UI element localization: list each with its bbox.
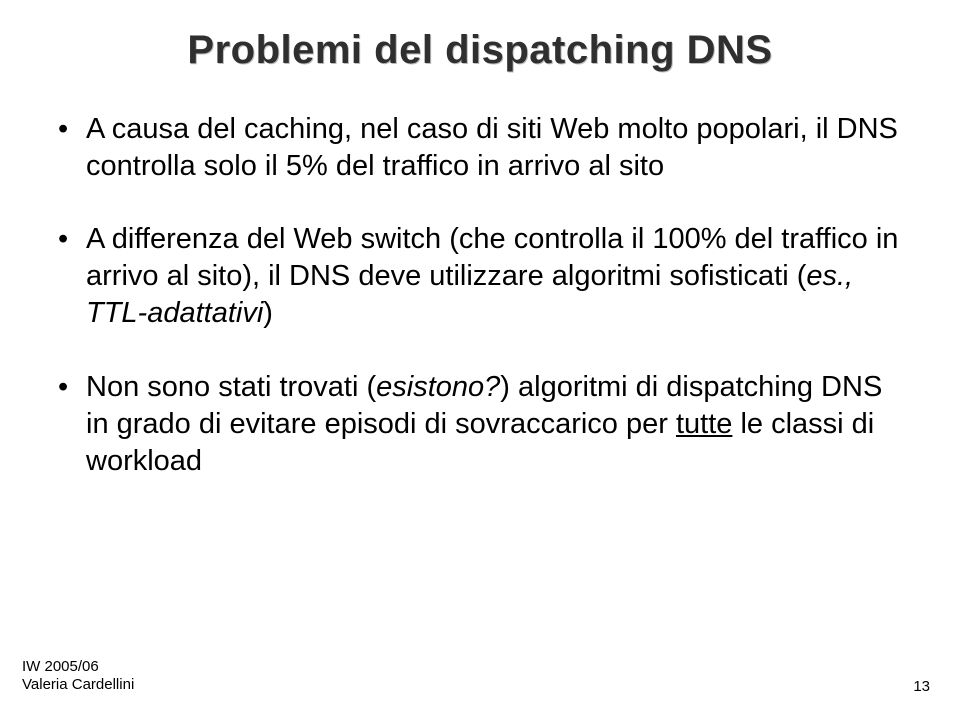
bullet-list: A causa del caching, nel caso di siti We… xyxy=(58,111,902,480)
bullet-text-2-post: ) xyxy=(263,297,273,329)
slide: Problemi del dispatching DNS A causa del… xyxy=(0,0,960,715)
bullet-text-3-underline: tutte xyxy=(676,408,732,440)
bullet-item-3: Non sono stati trovati (esistono?) algor… xyxy=(58,369,902,480)
footer-author: Valeria Cardellini xyxy=(22,676,134,695)
footer-page-number: 13 xyxy=(913,678,930,695)
bullet-item-2: A differenza del Web switch (che control… xyxy=(58,221,902,332)
bullet-item-1: A causa del caching, nel caso di siti We… xyxy=(58,111,902,185)
slide-body: A causa del caching, nel caso di siti We… xyxy=(58,111,902,480)
bullet-text-3-italic: esistono? xyxy=(376,371,500,403)
bullet-text-1: A causa del caching, nel caso di siti We… xyxy=(86,113,898,182)
bullet-text-3-pre: Non sono stati trovati ( xyxy=(86,371,376,403)
bullet-text-2-pre: A differenza del Web switch (che control… xyxy=(86,223,898,292)
slide-title: Problemi del dispatching DNS xyxy=(58,28,902,73)
footer-course: IW 2005/06 xyxy=(22,658,134,677)
footer-left: IW 2005/06 Valeria Cardellini xyxy=(22,658,134,696)
